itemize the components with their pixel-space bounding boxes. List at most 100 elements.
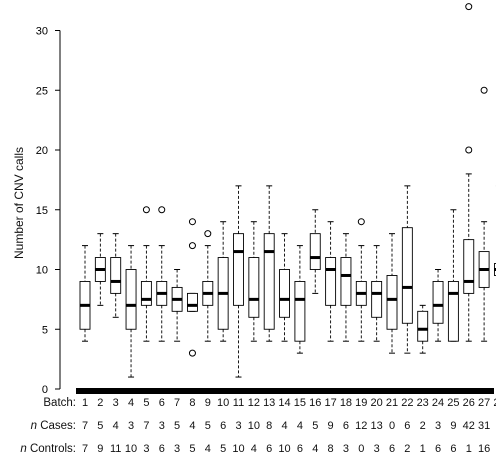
batch-number: 25: [447, 397, 460, 409]
cases-count: 3: [434, 420, 442, 432]
cases-label-text: Cases:: [37, 420, 76, 432]
controls-count: 6: [434, 443, 442, 455]
cases-n-label: n: [30, 420, 37, 432]
box-batch-4: [125, 245, 137, 378]
controls-count: 10: [124, 443, 138, 455]
box-iqr: [263, 233, 275, 330]
box-batch-16: [309, 209, 321, 294]
cases-count: 5: [97, 420, 104, 432]
batch-number: 14: [278, 397, 291, 409]
outlier-point: [480, 86, 488, 94]
cases-count: 9: [327, 420, 334, 432]
controls-count: 3: [143, 443, 150, 455]
controls-count: 10: [232, 443, 245, 455]
cases-count: 4: [189, 420, 196, 432]
box-iqr: [432, 281, 444, 324]
box-iqr: [233, 233, 244, 306]
batch-number: 15: [293, 397, 307, 409]
batch-number: 13: [263, 397, 276, 409]
box-batch-6: [156, 206, 168, 342]
controls-count: 6: [388, 443, 396, 455]
controls-count: 4: [204, 443, 211, 455]
cases-count: 5: [204, 420, 211, 432]
cases-count: 7: [81, 420, 89, 432]
controls-count: 16: [477, 443, 491, 455]
box-iqr: [140, 281, 152, 306]
batch-number: 24: [431, 397, 445, 409]
batch-number: 8: [189, 397, 196, 409]
batch-number: 28: [489, 397, 496, 409]
box-batch-26: [463, 3, 475, 342]
batch-number: 18: [339, 397, 353, 409]
box-batch-27: [478, 86, 490, 342]
y-tick-label: 20: [36, 145, 48, 157]
box-batch-18: [340, 233, 352, 342]
controls-n-label: n: [20, 443, 27, 455]
controls-count: 6: [296, 443, 303, 455]
box-batch-11: [233, 185, 244, 378]
box-iqr: [279, 269, 290, 318]
batch-number: 20: [370, 397, 383, 409]
box-batch-13: [263, 185, 275, 342]
outlier-point: [204, 230, 212, 238]
batch-number: 10: [217, 397, 230, 409]
box-batch-15: [294, 245, 306, 354]
controls-count: 11: [109, 443, 122, 455]
box-batch-12: [248, 221, 260, 342]
cases-count: 4: [112, 420, 119, 432]
cases-count: 0: [388, 420, 396, 432]
batch-separator-bar: [76, 388, 494, 394]
controls-count: 6: [158, 443, 165, 455]
outlier-point: [465, 146, 473, 154]
controls-count: 1: [419, 443, 426, 455]
batch-number: 5: [143, 397, 150, 409]
box-iqr: [386, 275, 398, 330]
box-batch-9: [202, 230, 214, 342]
cases-count: 9: [450, 420, 457, 432]
cases-count: 6: [489, 420, 496, 432]
batch-row-label: Batch:: [43, 397, 76, 409]
box-batch-5: [140, 206, 152, 342]
box-iqr: [248, 257, 260, 318]
controls-count: 7: [81, 443, 89, 455]
controls-count: 3: [373, 443, 380, 455]
controls-count: 5: [220, 443, 227, 455]
batch-number: 23: [416, 397, 429, 409]
box-iqr: [294, 281, 306, 342]
batch-number: 2: [97, 397, 104, 409]
controls-count: 3: [342, 443, 349, 455]
box-batch-3: [110, 233, 122, 318]
batch-number: 9: [204, 397, 211, 409]
cases-count: 2: [419, 420, 426, 432]
box-batch-1: [79, 245, 91, 342]
cases-count: 4: [281, 420, 288, 432]
controls-count: 4: [250, 443, 257, 455]
box-iqr: [371, 281, 383, 318]
controls-count: 6: [266, 443, 273, 455]
box-iqr: [325, 257, 337, 306]
box-batch-28: [494, 185, 496, 276]
outlier-point: [188, 349, 196, 357]
batch-number: 6: [158, 397, 165, 409]
cases-count: 6: [404, 420, 411, 432]
cases-count: 3: [235, 420, 242, 432]
batch-number: 16: [309, 397, 322, 409]
cases-count: 10: [247, 420, 260, 432]
controls-count: 6: [450, 443, 457, 455]
box-iqr: [125, 269, 137, 330]
cases-count: 42: [462, 420, 475, 432]
cases-count: 4: [296, 420, 303, 432]
cases-count: 7: [143, 420, 150, 432]
y-tick-label: 15: [36, 205, 48, 217]
batch-number: 26: [462, 397, 475, 409]
box-batch-22: [401, 185, 413, 354]
controls-count: 5: [189, 443, 196, 455]
cases-count: 6: [220, 420, 227, 432]
box-batch-20: [371, 245, 383, 342]
outlier-point: [142, 206, 150, 214]
batch-number: 11: [232, 397, 245, 409]
box-iqr: [447, 281, 459, 342]
controls-row-label: n Controls:: [4, 443, 76, 455]
boxes: [79, 3, 496, 378]
